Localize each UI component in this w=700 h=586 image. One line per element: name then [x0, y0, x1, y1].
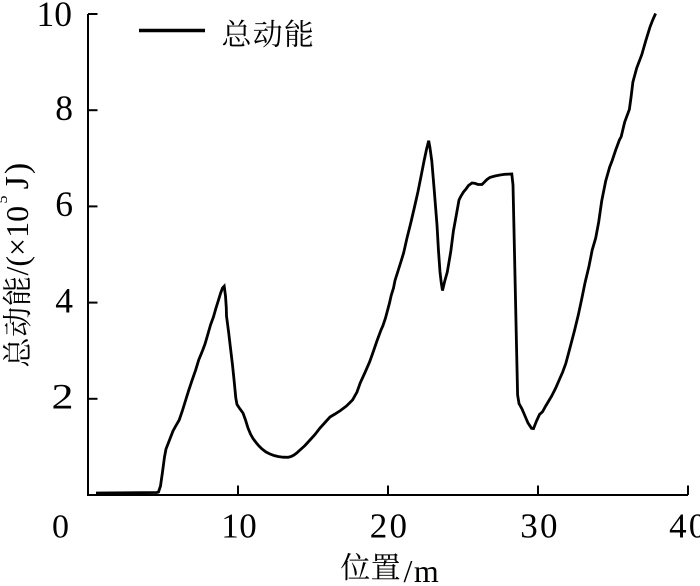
svg-text:10: 10: [221, 507, 257, 546]
svg-text:2: 2: [52, 377, 74, 417]
svg-text:5: 5: [0, 196, 11, 204]
svg-text:/m: /m: [404, 553, 441, 586]
svg-text:40: 40: [669, 507, 700, 546]
svg-text:6: 6: [55, 184, 73, 224]
svg-text:20: 20: [370, 507, 409, 546]
svg-text:10: 10: [37, 0, 73, 34]
svg-text:/(×10: /(×10: [0, 206, 35, 276]
svg-text:8: 8: [55, 88, 73, 128]
svg-text:30: 30: [520, 507, 559, 546]
svg-text:4: 4: [55, 280, 73, 320]
svg-text:J): J): [0, 161, 36, 200]
svg-text:0: 0: [52, 509, 69, 546]
